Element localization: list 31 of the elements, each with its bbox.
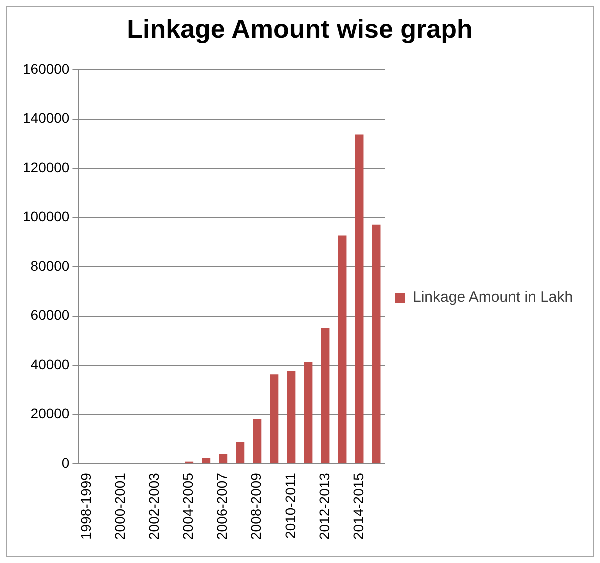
y-tick-label: 120000 [23,159,70,176]
x-tick-label: 2006-2007 [214,472,230,540]
y-tick-label: 0 [62,454,70,471]
y-tick-label: 100000 [23,208,70,225]
chart-title: Linkage Amount wise graph [126,14,474,45]
bar [355,134,364,464]
bar [236,442,245,464]
x-tick-label: 2012-2013 [316,472,332,540]
y-tick-label: 40000 [30,356,70,372]
x-tick-label: 2014-2015 [350,472,366,540]
x-tick-label: 2002-2003 [146,472,162,540]
bar [219,454,228,464]
y-tick-label: 160000 [23,60,70,77]
y-tick-label: 140000 [23,110,70,126]
bar [287,370,296,464]
y-tick-label: 80000 [30,258,70,274]
x-tick-label: 1998-1999 [78,472,94,540]
x-tick-label: 2004-2005 [180,472,196,540]
x-tick-label: 2000-2001 [112,472,128,540]
y-tick-label: 20000 [30,406,70,422]
bar [321,328,330,464]
bar [270,374,279,464]
legend-label: Linkage Amount in Lakh [413,288,574,308]
x-tick-label: 2010-2011 [282,472,298,539]
bar [338,236,347,464]
x-tick-label: 2008-2009 [248,472,264,540]
bar [202,458,211,464]
bar [304,362,313,464]
y-tick-label: 60000 [30,307,70,324]
bar [372,224,381,464]
bar [253,418,262,464]
